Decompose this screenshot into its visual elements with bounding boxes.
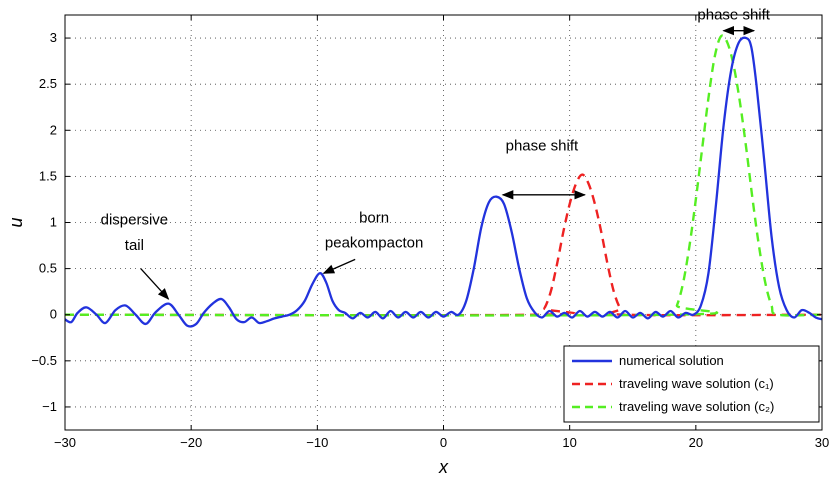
axis-ticks: −30 −20 −10 0 10 20 30 −1 −0.5 0 0.5 1 1.5 2 2.5 3 <box>31 15 829 450</box>
y-tick-label: 0.5 <box>39 261 57 276</box>
annotation-text: phase shift <box>506 138 579 155</box>
legend-entry: numerical solution <box>619 353 724 368</box>
x-axis-label: x <box>438 457 449 477</box>
legend-entry: traveling wave solution (c₂) <box>619 399 774 414</box>
annotation-text: born <box>359 210 389 227</box>
series-line-traveling-2 <box>65 34 822 317</box>
x-tick-label: 10 <box>562 435 576 450</box>
annotation-arrow <box>322 258 356 274</box>
x-tick-label: 0 <box>440 435 447 450</box>
series-line-numerical <box>65 36 822 328</box>
annotations: dispersive tail born peakompacton phase shif… <box>101 7 771 300</box>
x-tick-label: 20 <box>689 435 703 450</box>
x-tick-label: 30 <box>815 435 829 450</box>
legend-entry: traveling wave solution (c₁) <box>619 376 774 391</box>
x-tick-label: −20 <box>180 435 202 450</box>
series-layer <box>65 34 822 328</box>
x-tick-label: −30 <box>54 435 76 450</box>
legend-box <box>563 345 820 423</box>
annotation-text: dispersive <box>101 211 169 228</box>
y-tick-label: 2.5 <box>39 76 57 91</box>
legend: numerical solution traveling wave solutio… <box>563 345 820 423</box>
annotation-text: peakompacton <box>325 234 423 251</box>
series-line-traveling-1 <box>65 173 822 317</box>
y-tick-label: −0.5 <box>31 353 57 368</box>
y-tick-label: 0 <box>50 307 57 322</box>
annotation-arrow <box>140 268 170 300</box>
y-tick-label: −1 <box>42 399 57 414</box>
x-tick-label: −10 <box>306 435 328 450</box>
y-tick-label: 2 <box>50 122 57 137</box>
y-tick-label: 3 <box>50 30 57 45</box>
y-axis-label: u <box>6 217 26 227</box>
y-tick-label: 1 <box>50 215 57 230</box>
y-tick-label: 1.5 <box>39 168 57 183</box>
annotation-text: phase shift <box>697 7 770 24</box>
annotation-text: tail <box>125 237 144 254</box>
